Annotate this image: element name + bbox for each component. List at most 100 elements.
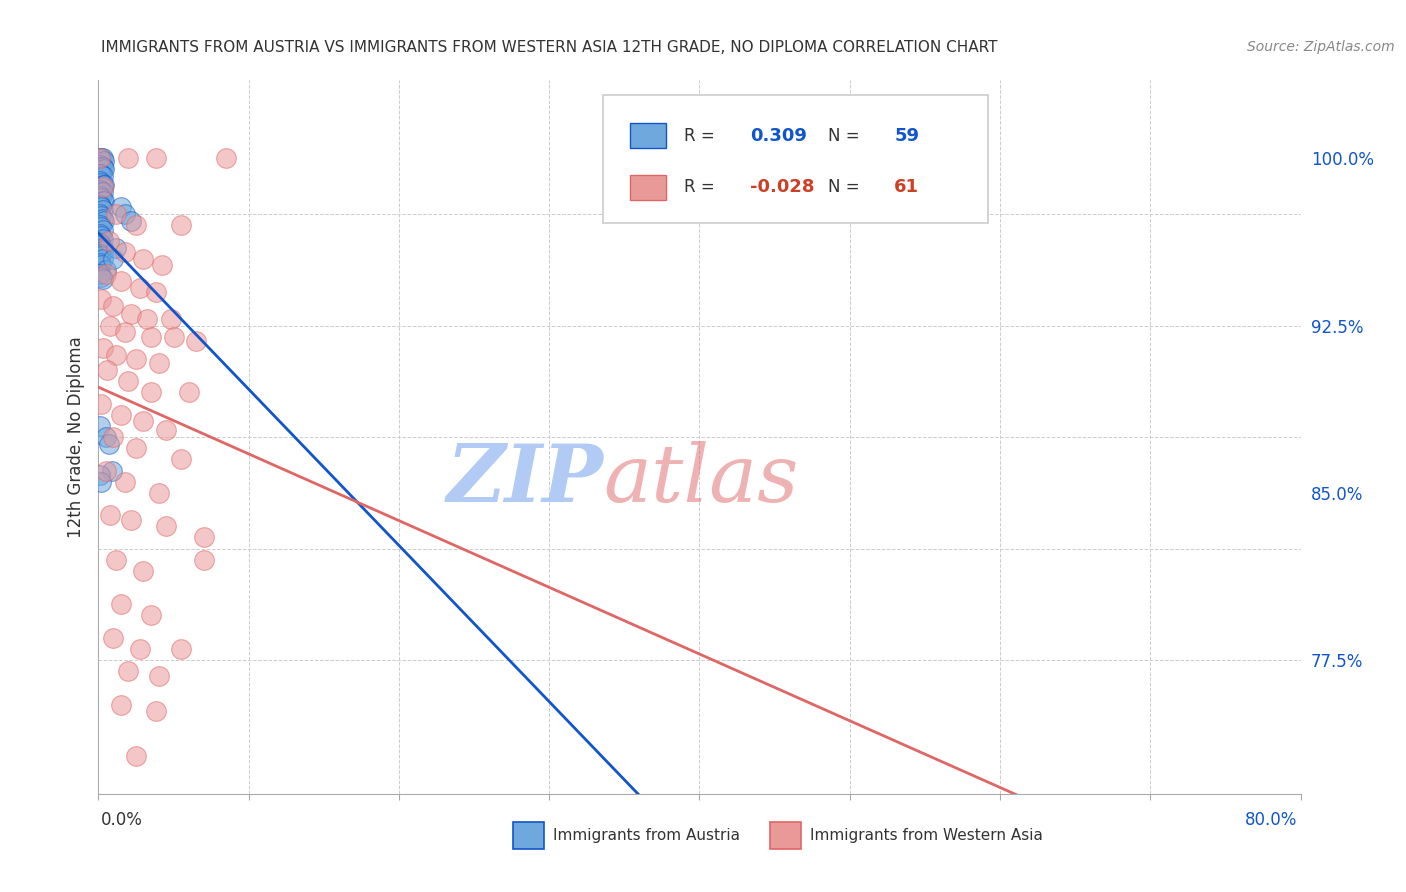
Point: [93, 213, 115, 227]
Point: [193, 530, 215, 544]
Point: [184, 334, 207, 348]
Point: [129, 641, 152, 656]
Point: [90, 229, 112, 244]
Point: [125, 441, 148, 455]
Point: [117, 151, 139, 165]
Point: [89, 173, 111, 187]
Point: [91, 252, 114, 266]
Point: [105, 552, 128, 566]
Point: [90, 258, 112, 272]
Point: [89, 418, 111, 433]
Text: atlas: atlas: [603, 442, 799, 518]
Text: Immigrants from Western Asia: Immigrants from Western Asia: [810, 829, 1043, 843]
Point: [91, 211, 114, 226]
Point: [91, 180, 114, 194]
Point: [114, 244, 136, 259]
Point: [103, 298, 125, 312]
Point: [100, 508, 122, 522]
Point: [215, 151, 238, 165]
Point: [90, 475, 112, 489]
Text: 80.0%: 80.0%: [1246, 811, 1298, 829]
Point: [93, 243, 115, 257]
Point: [91, 178, 114, 192]
Point: [105, 207, 128, 221]
Point: [110, 274, 132, 288]
FancyBboxPatch shape: [630, 123, 666, 148]
Point: [114, 207, 136, 221]
Bar: [770, 822, 801, 849]
Text: N =: N =: [828, 127, 865, 145]
Text: 0.309: 0.309: [749, 127, 807, 145]
Point: [89, 267, 111, 281]
Point: [89, 182, 111, 196]
Point: [90, 191, 112, 205]
Point: [89, 467, 111, 482]
Point: [91, 240, 114, 254]
Point: [94, 430, 117, 444]
Point: [90, 396, 112, 410]
Point: [121, 307, 143, 321]
Point: [103, 252, 125, 266]
Point: [89, 151, 111, 165]
Point: [148, 668, 170, 682]
Point: [114, 475, 136, 489]
Point: [94, 267, 117, 281]
Point: [145, 285, 167, 299]
Point: [129, 280, 152, 294]
Point: [91, 271, 114, 285]
Point: [89, 151, 111, 165]
Point: [91, 169, 114, 183]
Point: [114, 325, 136, 339]
Point: [177, 385, 200, 400]
Point: [148, 356, 170, 370]
Point: [105, 240, 128, 254]
Point: [90, 220, 112, 235]
Point: [90, 209, 112, 223]
Point: [110, 698, 132, 712]
Text: 0.0%: 0.0%: [101, 811, 143, 829]
Point: [93, 153, 115, 168]
Text: R =: R =: [683, 127, 720, 145]
Point: [105, 347, 128, 361]
Point: [132, 414, 155, 428]
Point: [125, 351, 148, 366]
Point: [93, 178, 115, 192]
Point: [91, 185, 114, 199]
Point: [125, 748, 148, 763]
Point: [90, 151, 112, 165]
Point: [103, 631, 125, 645]
Point: [110, 200, 132, 214]
Text: R =: R =: [683, 178, 720, 196]
Point: [150, 258, 173, 272]
Point: [90, 269, 112, 284]
Point: [89, 207, 111, 221]
Point: [97, 436, 120, 450]
Point: [90, 238, 112, 252]
Point: [90, 249, 112, 263]
Point: [94, 463, 117, 477]
Text: Immigrants from Austria: Immigrants from Austria: [553, 829, 740, 843]
Text: N =: N =: [828, 178, 865, 196]
Point: [139, 385, 162, 400]
Point: [89, 227, 111, 241]
Point: [97, 234, 120, 248]
Point: [170, 218, 193, 232]
Point: [91, 194, 114, 208]
Point: [89, 256, 111, 270]
Text: ZIP: ZIP: [447, 442, 603, 518]
Point: [89, 189, 111, 203]
Point: [89, 167, 111, 181]
Point: [155, 519, 177, 533]
Point: [93, 162, 115, 177]
Text: IMMIGRANTS FROM AUSTRIA VS IMMIGRANTS FROM WESTERN ASIA 12TH GRADE, NO DIPLOMA C: IMMIGRANTS FROM AUSTRIA VS IMMIGRANTS FR…: [101, 40, 998, 55]
Point: [145, 151, 167, 165]
Point: [101, 463, 124, 477]
Point: [90, 176, 112, 190]
Point: [100, 318, 122, 333]
Point: [117, 374, 139, 388]
Point: [162, 329, 184, 343]
Point: [90, 292, 112, 306]
Point: [110, 408, 132, 422]
Point: [193, 552, 215, 566]
Point: [90, 167, 112, 181]
